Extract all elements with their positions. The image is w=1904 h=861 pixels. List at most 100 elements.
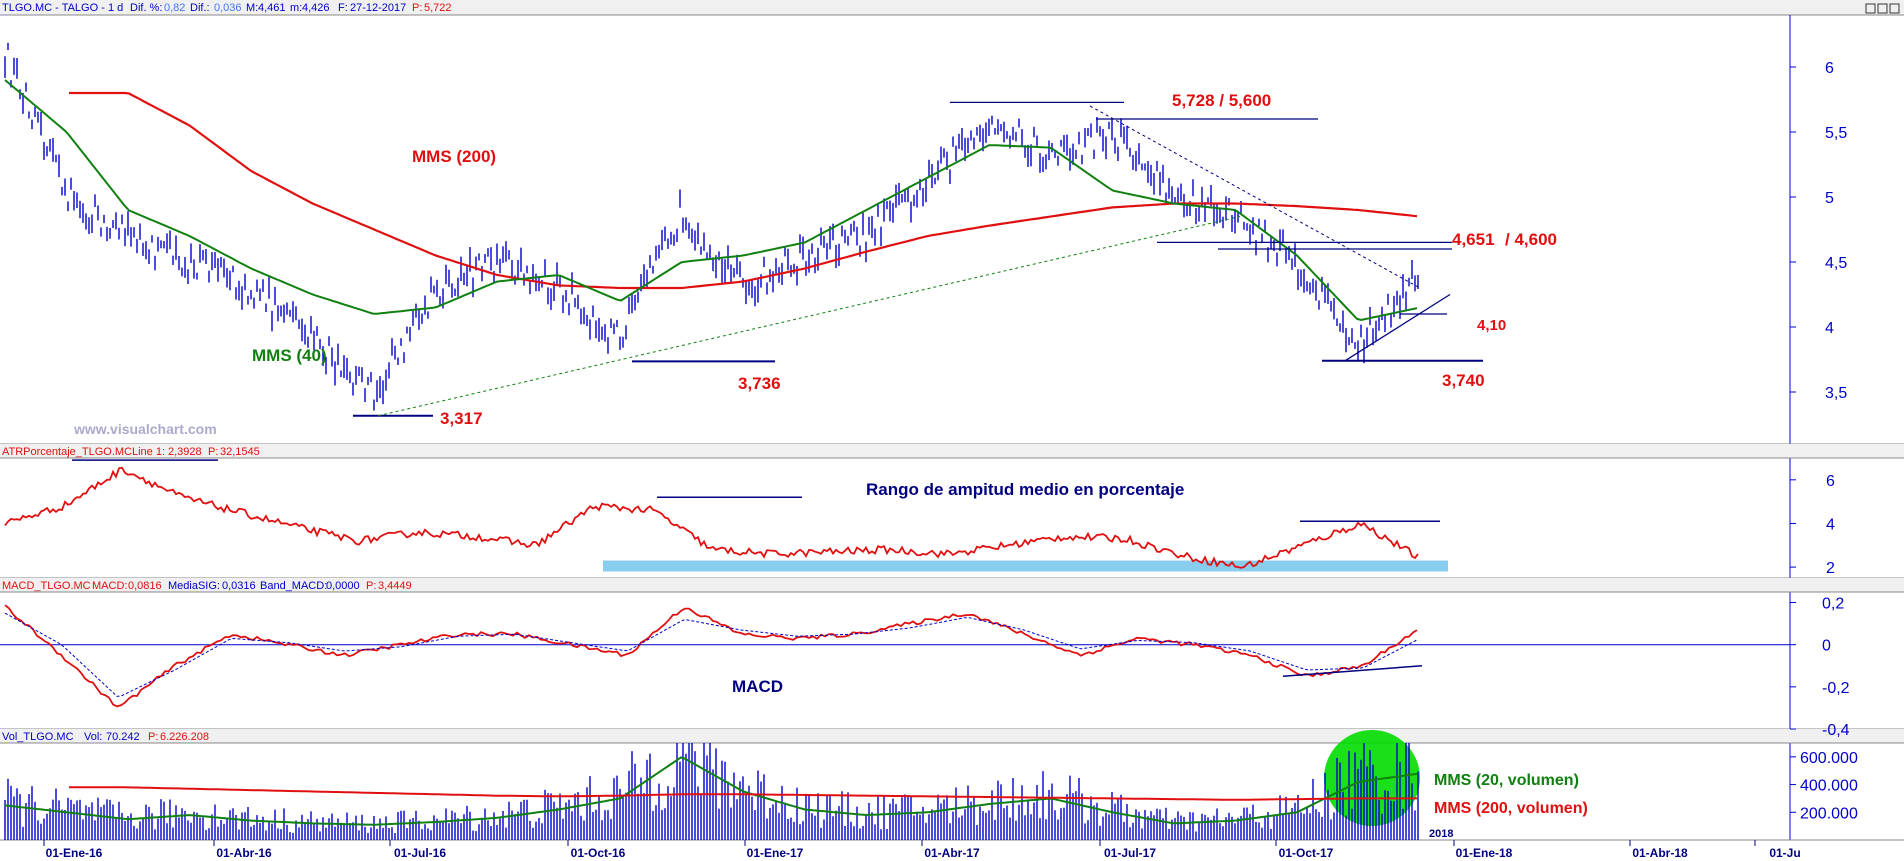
macd-tick-label: -0,2 — [1822, 680, 1850, 697]
vol-header-name: Vol_TLGO.MC — [2, 731, 74, 743]
macd-header-sig: 0,0316 — [222, 580, 256, 592]
axes: 6 5,5 5 4,5 4 3,5 6 4 2 0,2 0 -0,2 -0,4 600.000 400.00… — [43, 60, 1858, 860]
vol-header-vol-label: Vol: — [84, 731, 102, 743]
vol-mms200-line — [69, 786, 1417, 801]
mms40-line — [4, 79, 1418, 322]
level-410-label: 4,10 — [1477, 317, 1506, 334]
macd-header-macd: 0,0816 — [128, 580, 162, 592]
macd-header-band-label: Band_MACD: — [260, 580, 327, 592]
level-3317-label: 3,317 — [440, 409, 483, 428]
macd-tick-label: 0,2 — [1822, 596, 1844, 613]
price-header-difpct: 0,82 — [164, 2, 185, 14]
macd-panel — [0, 604, 1790, 708]
price-tick-label: 4 — [1825, 320, 1834, 337]
macd-line — [4, 604, 1418, 708]
volume-panel — [4, 730, 1420, 840]
atr-header-p: 32,1545 — [220, 446, 260, 458]
atr-header-line: 2,3928 — [168, 446, 202, 458]
vol-tick-label: 400.000 — [1800, 778, 1858, 795]
x-tick-label: 01-Ju — [1769, 846, 1800, 860]
price-header-max-label: M: — [246, 2, 258, 14]
macd-title: MACD — [732, 677, 783, 696]
macd-tick-label: -0,4 — [1822, 722, 1850, 739]
macd-header-p-label: P: — [366, 580, 376, 592]
price-header-symbol: TLGO.MC - TALGO - — [2, 2, 105, 14]
atr-header: ATRPorcentaje_TLGO.MC Line 1: 2,3928 P: … — [2, 446, 260, 458]
price-tick-label: 5 — [1825, 190, 1834, 207]
macd-header-p: 3,4449 — [378, 580, 412, 592]
close-icon — [1889, 3, 1900, 14]
mms40-label: MMS (40) — [252, 346, 327, 365]
vol-header: Vol_TLGO.MC Vol: 70.242 P: 6.226.208 — [2, 731, 209, 743]
x-tick-label: 01-Jul-16 — [394, 846, 446, 860]
macd-tick-label: 0 — [1822, 638, 1831, 655]
level-3740-label: 3,740 — [1442, 371, 1485, 390]
atr-tick-label: 4 — [1826, 516, 1835, 533]
price-tick-label: 6 — [1825, 60, 1834, 77]
vol-header-p-label: P: — [148, 731, 158, 743]
mms200-label: MMS (200) — [412, 147, 496, 166]
trendline-resistance — [1089, 105, 1421, 289]
price-header-min-label: m: — [290, 2, 302, 14]
minimize-icon — [1865, 3, 1876, 14]
macd-header-macd-label: MACD: — [92, 580, 127, 592]
vol-mms20-label: MMS (20, volumen) — [1434, 772, 1579, 789]
watermark: www.visualchart.com — [73, 421, 217, 437]
trendline-uptrend — [1344, 293, 1451, 362]
vol-mms200-label: MMS (200, volumen) — [1434, 800, 1588, 817]
x-tick-label: 01-Abr-18 — [1632, 846, 1688, 860]
price-header-close-label: P: — [412, 2, 422, 14]
atr-header-p-label: P: — [208, 446, 218, 458]
atr-tick-label: 6 — [1826, 473, 1835, 490]
vol-mms20-line — [4, 756, 1418, 826]
price-header-difpct-label: Dif. %: — [130, 2, 162, 14]
x-tick-label: 01-Oct-16 — [571, 846, 626, 860]
x-tick-label: 01-Jul-17 — [1104, 846, 1156, 860]
price-header: TLGO.MC - TALGO - 1 d Dif. %: 0,82 Dif.:… — [0, 0, 1904, 16]
macd-header-sig-label: MediaSIG: — [168, 580, 220, 592]
price-header-dif-label: Dif.: — [190, 2, 210, 14]
price-header-date-label: F: — [338, 2, 348, 14]
atr-title: Rango de ampitud medio en porcentaje — [866, 480, 1184, 499]
level-5728-label: 5,728 / 5,600 — [1172, 91, 1271, 110]
vol-tick-label: 200.000 — [1800, 805, 1858, 822]
atr-highlight-band — [603, 560, 1448, 572]
x-tick-label: 01-Abr-16 — [216, 846, 272, 860]
macd-header: MACD_TLGO.MC MACD: 0,0816 MediaSIG: 0,03… — [2, 580, 412, 592]
macd-header-band: 0,0000 — [326, 580, 360, 592]
price-header-period: 1 d — [108, 2, 123, 14]
price-header-date: 27-12-2017 — [350, 2, 406, 14]
price-header-close: 5,722 — [424, 2, 452, 14]
x-tick-label: 01-Ene-17 — [747, 846, 804, 860]
atr-tick-label: 2 — [1826, 560, 1835, 577]
volume-highlight-circle — [1324, 730, 1420, 826]
price-tick-label: 4,5 — [1825, 255, 1847, 272]
x-tick-label: 01-Ene-18 — [1456, 846, 1513, 860]
price-header-dif: 0,036 — [214, 2, 242, 14]
vol-tick-label: 600.000 — [1800, 750, 1858, 767]
x-tick-label: 01-Abr-17 — [924, 846, 980, 860]
x-tick-label: 01-Oct-17 — [1279, 846, 1334, 860]
x-tick-label: 01-Ene-16 — [46, 846, 103, 860]
atr-header-name: ATRPorcentaje_TLGO.MC — [2, 446, 132, 458]
price-tick-label: 3,5 — [1825, 385, 1847, 402]
vol-year-label: 2018 — [1429, 828, 1453, 840]
macd-header-name: MACD_TLGO.MC — [2, 580, 91, 592]
vol-header-p: 6.226.208 — [160, 731, 209, 743]
restore-icon — [1877, 3, 1888, 14]
macd-trendline — [1282, 665, 1423, 678]
price-header-max: 4,461 — [258, 2, 286, 14]
atr-line — [4, 466, 1419, 569]
price-header-min: 4,426 — [302, 2, 330, 14]
level-4600-label: / 4,600 — [1505, 230, 1557, 249]
price-tick-label: 5,5 — [1825, 125, 1847, 142]
atr-panel — [4, 459, 1448, 572]
mms200-line — [69, 91, 1418, 290]
atr-header-line-label: Line 1: — [132, 446, 165, 458]
signal-line — [4, 612, 1418, 697]
price-panel — [4, 42, 1483, 417]
vol-header-vol: 70.242 — [106, 731, 140, 743]
level-3736-label: 3,736 — [738, 374, 781, 393]
level-4651-label: 4,651 — [1452, 230, 1495, 249]
